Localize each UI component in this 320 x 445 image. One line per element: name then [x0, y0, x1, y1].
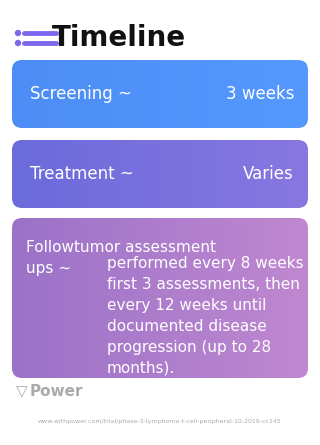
Text: ▽: ▽	[16, 384, 28, 400]
Text: Varies: Varies	[243, 165, 294, 183]
Text: www.withpower.com/trial/phase-3-lymphoma-t-cell-peripheral-10-2019-cc145: www.withpower.com/trial/phase-3-lymphoma…	[38, 420, 282, 425]
Text: Timeline: Timeline	[52, 24, 186, 52]
Circle shape	[15, 40, 20, 45]
Text: performed every 8 weeks for
first 3 assessments, then
every 12 weeks until
docum: performed every 8 weeks for first 3 asse…	[107, 256, 320, 376]
Circle shape	[15, 31, 20, 36]
Text: Treatment ~: Treatment ~	[30, 165, 134, 183]
Text: Power: Power	[30, 384, 84, 400]
Text: Followtumor assessment
ups ~: Followtumor assessment ups ~	[26, 240, 216, 276]
Text: Screening ~: Screening ~	[30, 85, 132, 103]
Text: 3 weeks: 3 weeks	[226, 85, 294, 103]
